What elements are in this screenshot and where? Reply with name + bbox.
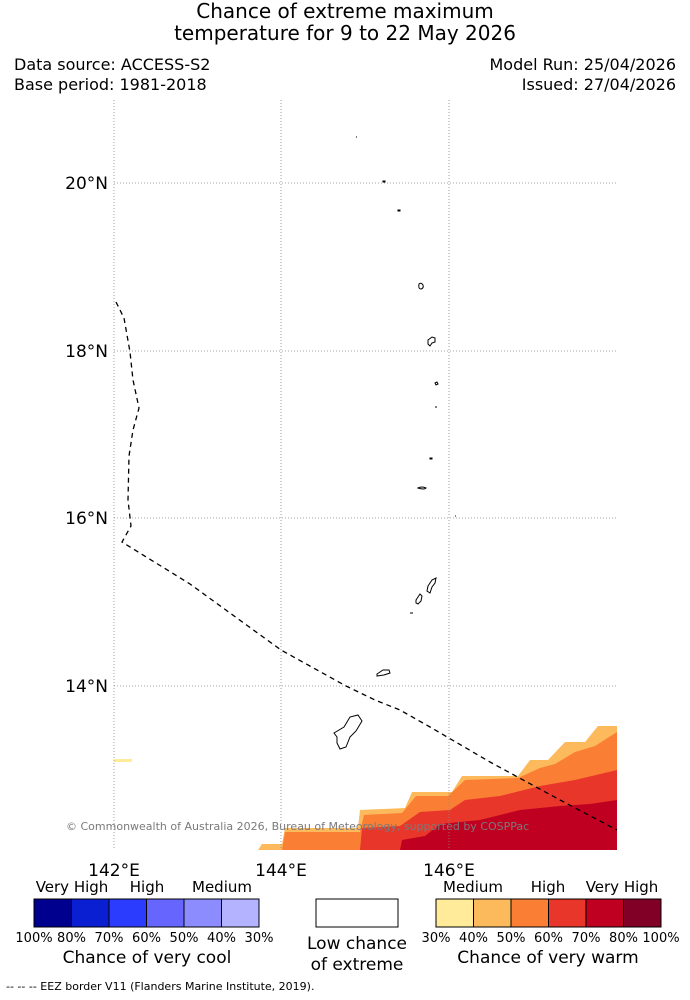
copyright-text: © Commonwealth of Australia 2026, Bureau… [66,820,529,833]
cool-label-very-high: Very High [36,878,109,896]
warm-percent-label: 30% [422,931,451,946]
warm-shading [258,726,617,850]
warm-percent-label: 80% [609,931,638,946]
island-tinian [415,593,423,605]
title-line-1: Chance of extreme maximum [196,0,494,23]
meta-left: Data source: ACCESS-S2 Base period: 1981… [14,55,210,95]
cool-swatch-1 [71,898,110,928]
eez-footnote: -- -- -- EEZ border V11 (Flanders Marine… [6,980,314,993]
cool-percent-label: 80% [57,931,86,946]
cool-swatch-0 [33,898,72,928]
data-source: Data source: ACCESS-S2 [14,55,211,74]
island-guam [333,714,363,750]
warm-label-medium: Medium [443,878,503,896]
islands [333,136,456,750]
island-agrihan [418,282,424,290]
warm-percent-label: 70% [572,931,601,946]
lat-label-18n: 18°N [65,342,108,362]
cool-swatch-5 [221,898,260,928]
cool-percent-label: 50% [170,931,199,946]
cool-percent-label: 100% [15,931,52,946]
warm-percent-label: 60% [534,931,563,946]
warm-label-very-high: Very High [586,878,659,896]
cool-label-high: High [130,878,164,896]
island-pagan [427,336,436,347]
legend-cool: Very High High Medium 100% 80% 70% 60% 50% 40… [15,878,273,968]
warm-percent-label: 40% [459,931,488,946]
lat-label-14n: 14°N [65,677,108,697]
meta-right: Model Run: 25/04/2026 Issued: 27/04/2026 [490,55,677,95]
neutral-line-1: Low chance [307,934,407,954]
cool-swatch-2 [108,898,147,928]
warm-caption: Chance of very warm [457,948,638,968]
island-asuncion [397,209,401,212]
neutral-swatch [315,898,399,928]
issued-date: Issued: 27/04/2026 [521,75,676,94]
warm-swatch-4 [585,898,624,928]
cool-swatch-3 [146,898,185,928]
neutral-line-2: of extreme [311,955,404,975]
island-anatahan [416,486,427,490]
island-saipan [426,577,437,594]
lat-label-20n: 20°N [65,174,108,194]
cool-swatch-4 [183,898,222,928]
warm-swatch-2 [510,898,549,928]
cool-percent-label: 30% [245,931,274,946]
base-period: Base period: 1981-2018 [14,75,207,94]
title-line-2: temperature for 9 to 22 May 2026 [174,21,516,45]
warm-patch-left [114,759,132,762]
cool-label-medium: Medium [192,878,252,896]
warm-label-high: High [531,878,565,896]
gridlines [113,100,617,850]
cool-caption: Chance of very cool [63,948,232,968]
warm-swatch-0 [435,898,474,928]
warm-percent-label: 100% [642,931,679,946]
cool-percent-label: 40% [207,931,236,946]
eez-border [115,301,618,831]
cool-percent-label: 60% [132,931,161,946]
model-run: Model Run: 25/04/2026 [489,55,677,74]
warm-band-70 [400,800,617,850]
island-alamagan [434,381,439,386]
warm-percent-label: 50% [497,931,526,946]
lon-label-144e: 144°E [255,861,307,881]
warm-swatch-3 [548,898,587,928]
lon-label-146e: 146°E [423,861,475,881]
warm-swatch-1 [473,898,512,928]
cool-percent-label: 70% [95,931,124,946]
legend-neutral: Low chance of extreme [307,898,407,975]
lon-label-142e: 142°E [88,861,140,881]
lat-label-16n: 16°N [65,509,108,529]
island-rota [376,669,391,677]
legend-warm: Medium High Very High 30% 40% 50% 60% 70% 80%… [422,878,680,968]
warm-swatch-5 [623,898,662,928]
island-maug [382,180,386,183]
chart-title: Chance of extreme maximum temperature fo… [0,0,690,44]
island-sarigan [429,457,433,460]
